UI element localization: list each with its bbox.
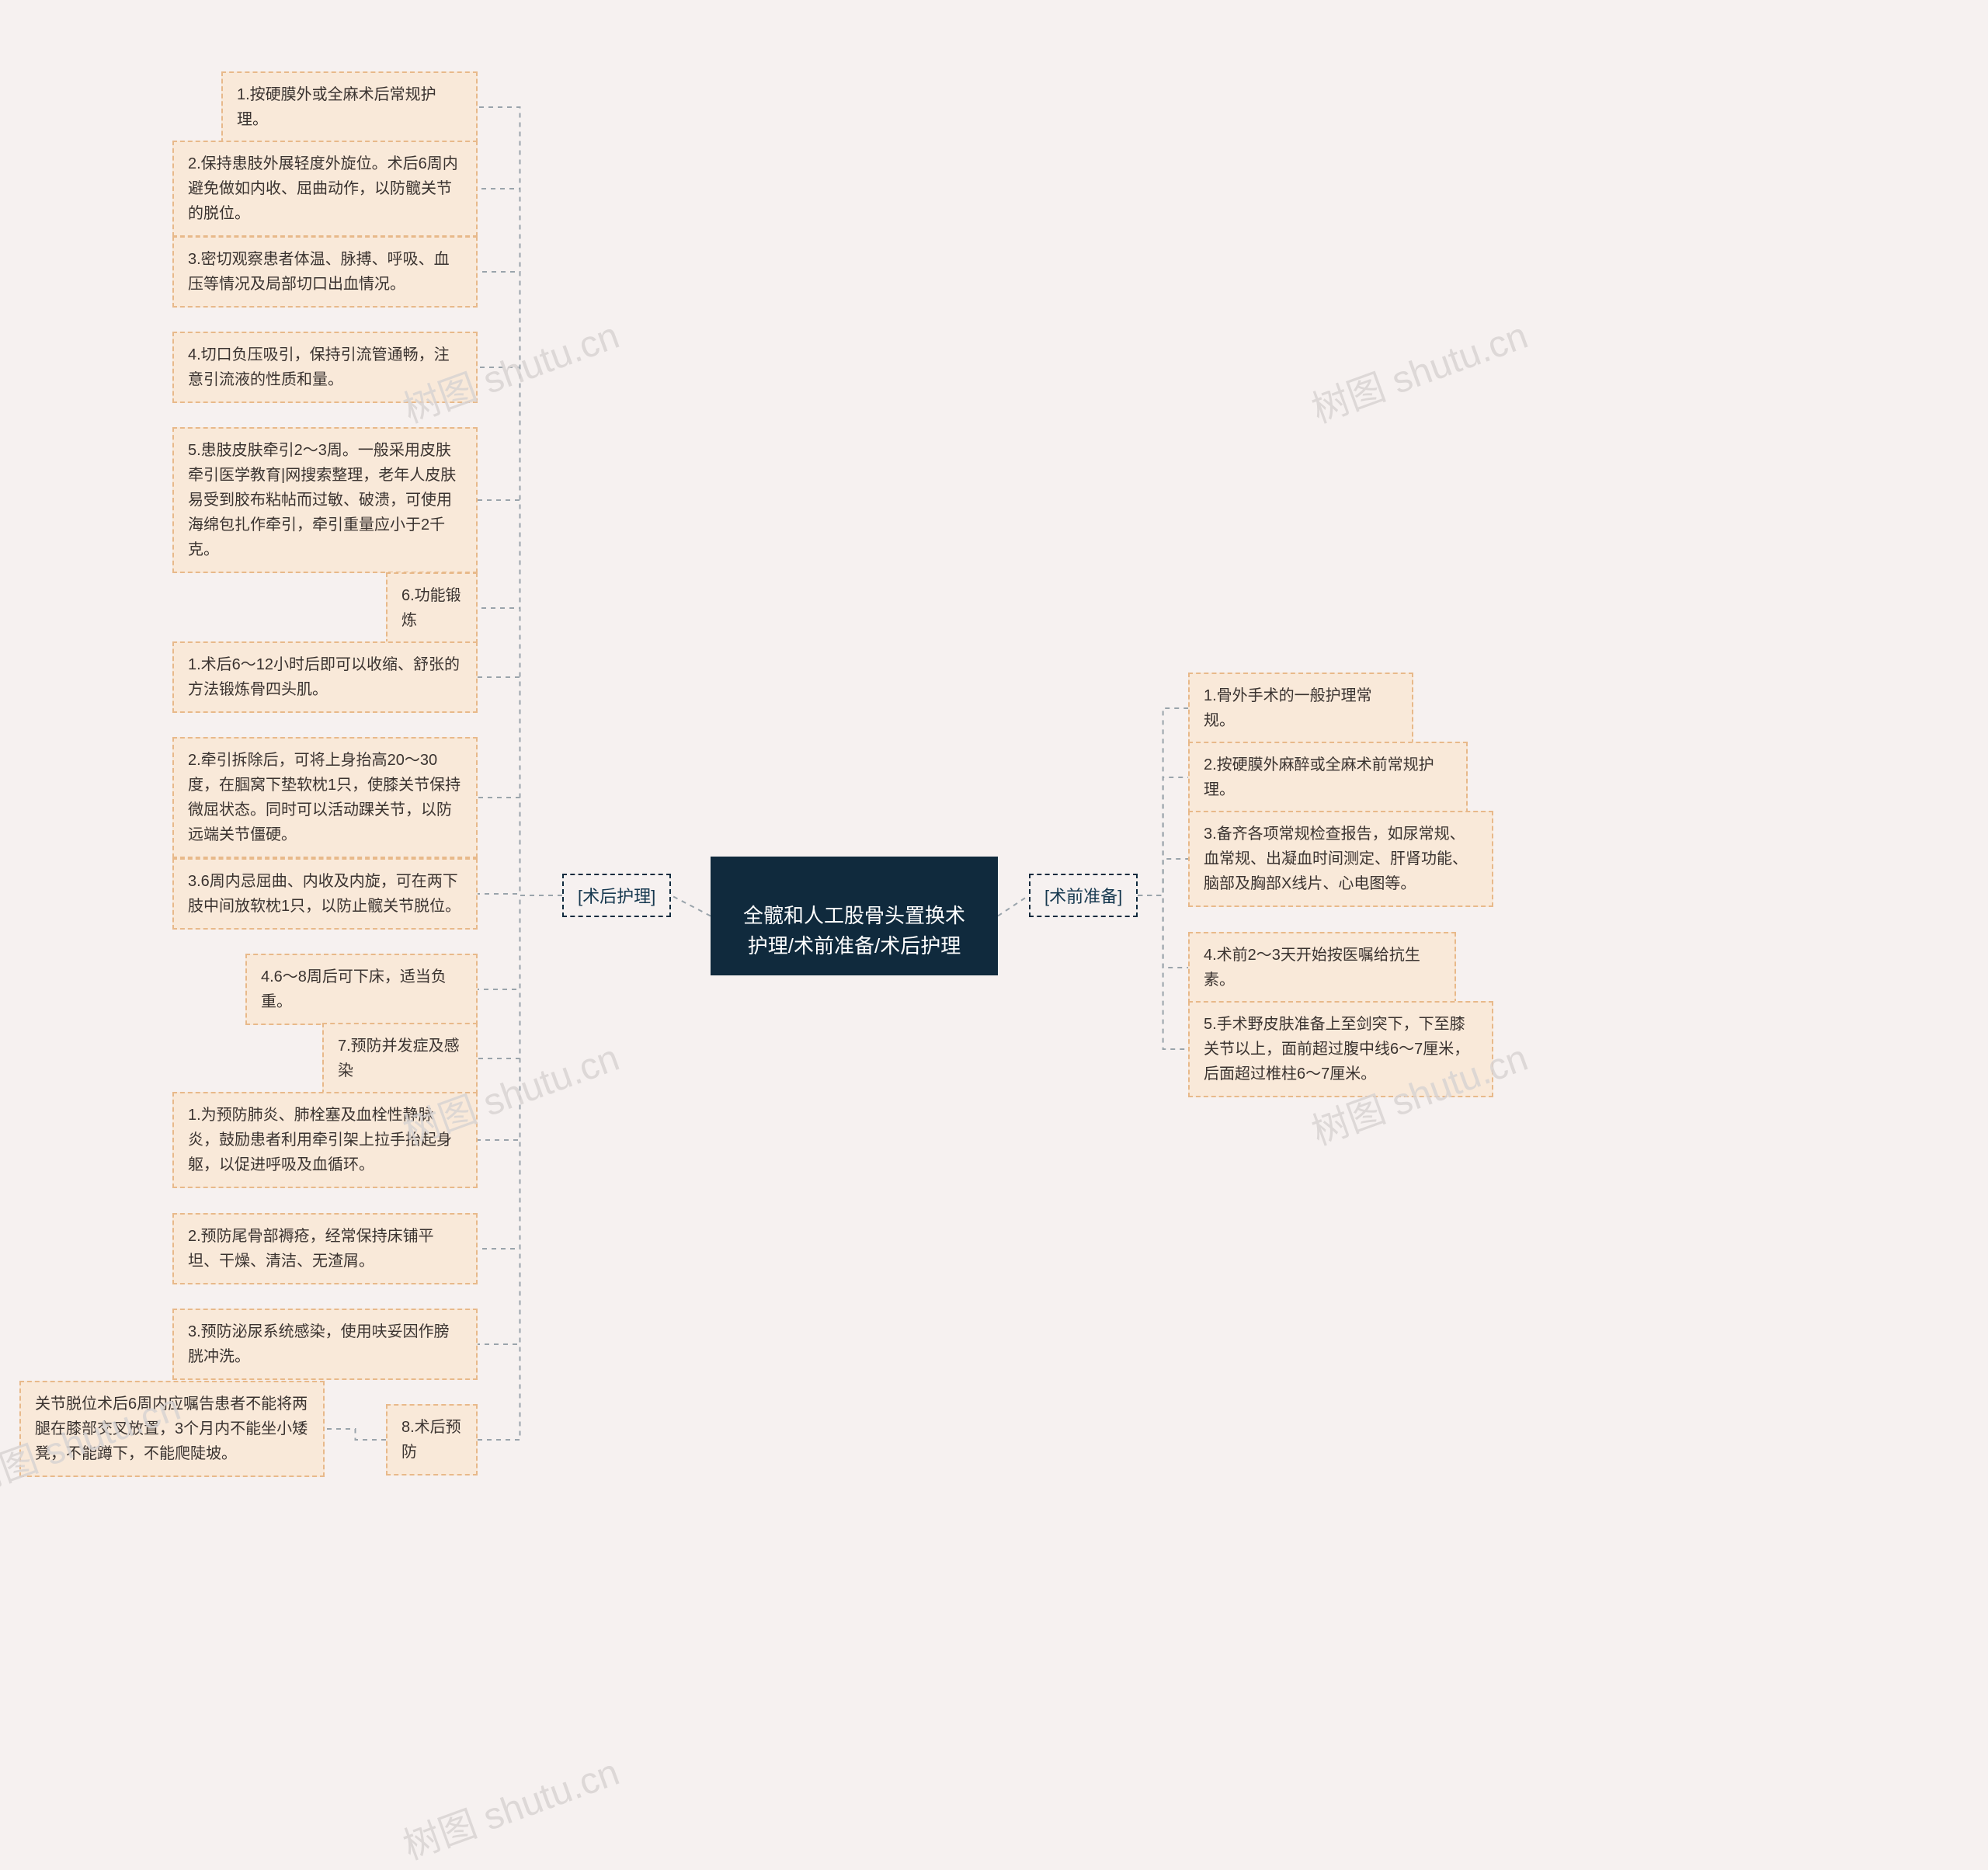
- leaf-post-6-2: 2.牵引拆除后，可将上身抬高20～30度，在腘窝下垫软枕1只，使膝关节保持微屈状…: [172, 737, 478, 858]
- branch-pre-op: [术前准备]: [1029, 874, 1138, 917]
- leaf-pre-1: 1.骨外手术的一般护理常规。: [1188, 673, 1413, 744]
- leaf-post-8-detail: 关节脱位术后6周内应嘱告患者不能将两腿在膝部交叉放置，3个月内不能坐小矮凳，不能…: [19, 1381, 325, 1477]
- root-node: 全髋和人工股骨头置换术 护理/术前准备/术后护理: [711, 857, 998, 975]
- leaf-post-2: 2.保持患肢外展轻度外旋位。术后6周内避免做如内收、屈曲动作，以防髋关节的脱位。: [172, 141, 478, 237]
- watermark: 树图 shutu.cn: [1303, 305, 1534, 433]
- leaf-post-5: 5.患肢皮肤牵引2～3周。一般采用皮肤牵引医学教育|网搜索整理，老年人皮肤易受到…: [172, 427, 478, 573]
- leaf-post-7-3: 3.预防泌尿系统感染，使用呋妥因作膀胱冲洗。: [172, 1309, 478, 1380]
- leaf-pre-3: 3.备齐各项常规检查报告，如尿常规、血常规、出凝血时间测定、肝肾功能、脑部及胸部…: [1188, 811, 1493, 907]
- leaf-post-7-1: 1.为预防肺炎、肺栓塞及血栓性静脉炎，鼓励患者利用牵引架上拉手抬起身躯，以促进呼…: [172, 1092, 478, 1188]
- leaf-post-8: 8.术后预防: [386, 1404, 478, 1475]
- leaf-post-1: 1.按硬膜外或全麻术后常规护理。: [221, 71, 478, 143]
- leaf-pre-4: 4.术前2～3天开始按医嘱给抗生素。: [1188, 932, 1456, 1003]
- branch-pre-label: [术前准备]: [1044, 887, 1122, 906]
- leaf-pre-5: 5.手术野皮肤准备上至剑突下，下至膝关节以上，面前超过腹中线6～7厘米，后面超过…: [1188, 1001, 1493, 1097]
- leaf-post-6-3: 3.6周内忌屈曲、内收及内旋，可在两下肢中间放软枕1只，以防止髋关节脱位。: [172, 858, 478, 930]
- leaf-post-4: 4.切口负压吸引，保持引流管通畅，注意引流液的性质和量。: [172, 332, 478, 403]
- leaf-post-6-1: 1.术后6～12小时后即可以收缩、舒张的方法锻炼骨四头肌。: [172, 641, 478, 713]
- leaf-post-6-4: 4.6～8周后可下床，适当负重。: [245, 954, 478, 1025]
- leaf-post-6: 6.功能锻炼: [386, 572, 478, 644]
- watermark: 树图 shutu.cn: [394, 1742, 625, 1870]
- root-text: 全髋和人工股骨头置换术 护理/术前准备/术后护理: [743, 904, 965, 958]
- leaf-post-7: 7.预防并发症及感染: [322, 1023, 478, 1094]
- leaf-post-3: 3.密切观察患者体温、脉搏、呼吸、血压等情况及局部切口出血情况。: [172, 236, 478, 308]
- leaf-post-7-2: 2.预防尾骨部褥疮，经常保持床铺平坦、干燥、清洁、无渣屑。: [172, 1213, 478, 1284]
- leaf-pre-2: 2.按硬膜外麻醉或全麻术前常规护理。: [1188, 742, 1468, 813]
- branch-post-op: [术后护理]: [562, 874, 671, 917]
- branch-post-label: [术后护理]: [578, 887, 655, 906]
